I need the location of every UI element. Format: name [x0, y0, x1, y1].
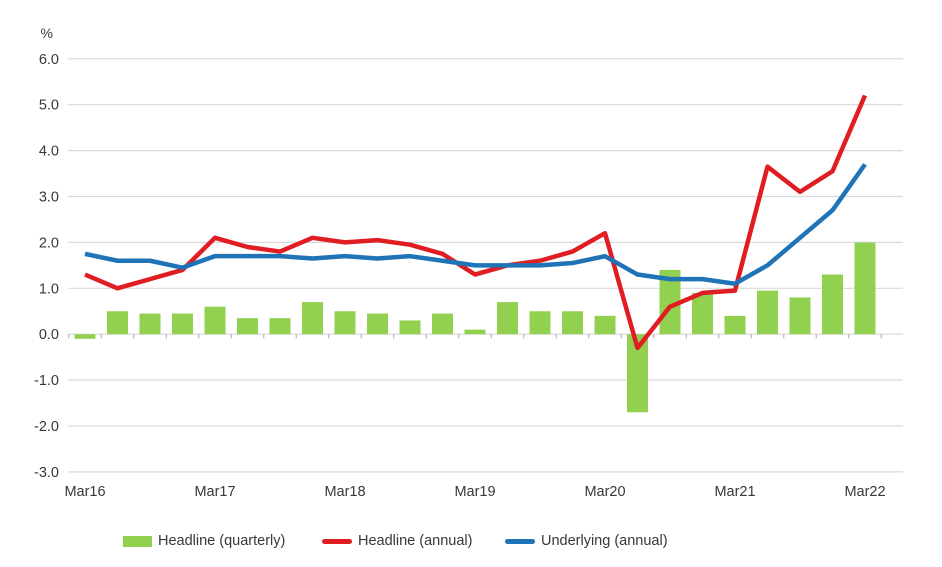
bar-Jun21: [757, 290, 778, 335]
y-axis-tick-label: 4.0: [39, 144, 59, 160]
legend-label-underlying-annual: Underlying (annual): [541, 533, 668, 549]
bar-Sep16: [139, 313, 161, 335]
y-axis-tick-label: -2.0: [34, 419, 59, 435]
bar-Mar21: [724, 315, 746, 335]
headline-annual--line: [84, 94, 868, 351]
y-axis-tick-label: 3.0: [39, 190, 59, 206]
x-axis-tick-label: Mar18: [324, 484, 365, 500]
x-axis-tick-label: Mar19: [454, 484, 495, 500]
bar-Sep20: [659, 269, 681, 335]
bar-Mar18: [334, 311, 356, 335]
legend-line-swatch-icon: [505, 538, 535, 544]
line-headline-annual: [84, 94, 868, 351]
legend-item-headline-annual: Headline (annual): [322, 531, 472, 551]
y-axis-tick-label: 0.0: [39, 327, 59, 343]
bar-Sep17: [269, 318, 291, 335]
bar-Mar16: [74, 334, 96, 339]
bar-Dec16: [172, 313, 193, 335]
bar-Jun18: [367, 313, 388, 335]
bar-Dec18: [432, 313, 453, 335]
x-axis-tick-label: Mar17: [194, 484, 235, 500]
y-axis-tick-label: 6.0: [39, 52, 59, 68]
legend-item-headline-quarterly: Headline (quarterly): [123, 531, 285, 551]
x-axis-labels: Mar16 Mar17 Mar18 Mar19 Mar20 Mar21 Mar22: [64, 484, 885, 500]
bar-Mar17: [204, 306, 226, 335]
bar-Jun16: [107, 311, 128, 335]
x-axis-tick-label: Mar16: [64, 484, 105, 500]
y-axis-tick-label: 1.0: [39, 281, 59, 297]
bar-Jun19: [497, 302, 518, 335]
y-axis-tick-label: -1.0: [34, 373, 59, 389]
bar-Sep18: [399, 320, 421, 335]
bar-Mar22: [854, 242, 876, 335]
bar-Mar19: [464, 329, 486, 335]
x-axis-tick-label: Mar22: [844, 484, 885, 500]
bars-headline-quarterly: [74, 242, 876, 413]
bar-Sep19: [529, 311, 551, 335]
bar-Dec17: [302, 302, 323, 335]
legend-bar-swatch-icon: [123, 535, 152, 547]
bar-Dec21: [822, 274, 843, 335]
legend-item-underlying-annual: Underlying (annual): [505, 531, 668, 551]
legend-label-headline-annual: Headline (annual): [358, 533, 473, 549]
y-axis-unit-label: %: [41, 25, 53, 41]
y-axis-tick-label: 5.0: [39, 98, 59, 114]
bar-Sep21: [789, 297, 811, 335]
legend-line-swatch-icon: [322, 538, 352, 544]
axis-ticks: [68, 334, 882, 339]
y-axis-tick-label: 2.0: [39, 235, 59, 251]
bar-Jun20: [627, 334, 648, 413]
x-axis-tick-label: Mar20: [584, 484, 625, 500]
bar-Dec20: [692, 292, 713, 335]
bar-Dec19: [562, 311, 583, 335]
chart-legend: Headline (quarterly) Headline (annual) U…: [0, 531, 942, 555]
legend-label-headline-quarterly: Headline (quarterly): [158, 533, 286, 549]
bar-Mar20: [594, 315, 616, 335]
y-axis-tick-label: -3.0: [34, 465, 59, 481]
bar-Jun17: [237, 318, 258, 335]
line-underlying-annual: [84, 163, 867, 286]
x-axis-tick-label: Mar21: [714, 484, 755, 500]
y-axis-labels: 6.0 5.0 4.0 3.0 2.0 1.0 0.0 -1.0 -2.0 -3.0: [34, 52, 59, 481]
underlying-annual--line: [84, 163, 867, 286]
